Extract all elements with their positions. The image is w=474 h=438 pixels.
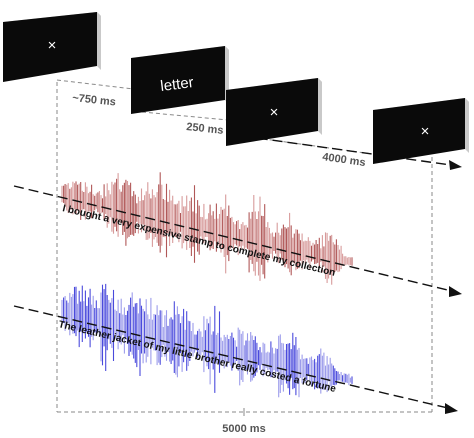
red-waveform	[61, 172, 353, 285]
fixation-cross-2: ×	[270, 104, 279, 121]
top-sentence-arrow	[13, 185, 462, 297]
bottom-sentence-arrow	[13, 305, 458, 414]
duration-second: 250 ms	[186, 121, 224, 137]
top-time-diagonal	[56, 79, 143, 91]
screen-fixation-1: ×	[3, 12, 101, 82]
screen-fixation-3: ×	[373, 98, 469, 164]
screen-word: letter	[131, 46, 229, 114]
word-label: letter	[159, 74, 194, 95]
duration-first: ~750 ms	[72, 92, 117, 109]
screen-fixation-2: ×	[226, 78, 322, 146]
mid-time-diagonal-1	[141, 111, 229, 121]
duration-third: 4000 ms	[322, 151, 367, 169]
fixation-cross-3: ×	[421, 123, 430, 140]
fixation-cross-1: ×	[48, 37, 57, 54]
sentence-bottom: The leather jacket of my little brother …	[57, 319, 337, 395]
duration-total: 5000 ms	[222, 423, 265, 435]
blue-waveform	[61, 283, 353, 398]
